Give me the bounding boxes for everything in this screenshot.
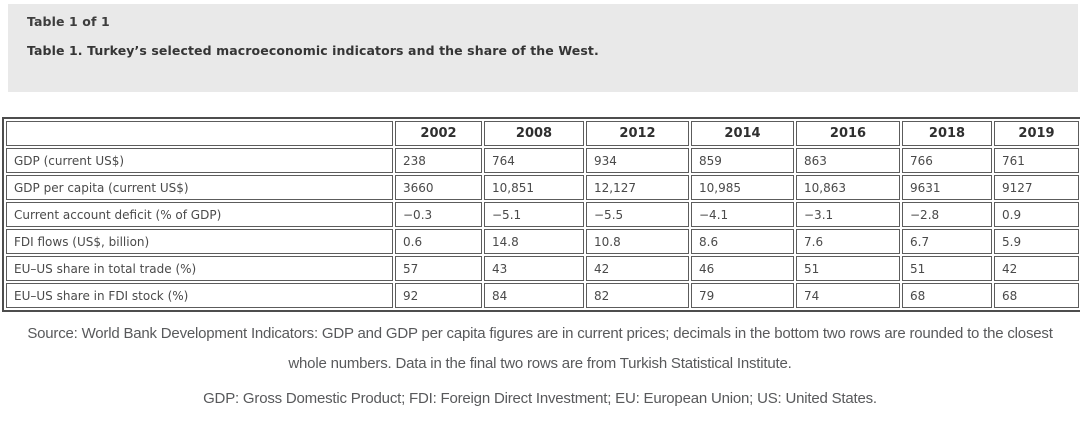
year-header-cell: 2019 [994, 121, 1079, 146]
row-label-cell: Current account deficit (% of GDP) [6, 202, 393, 227]
value-cell: 859 [691, 148, 794, 173]
value-cell: 74 [796, 283, 900, 308]
row-label-cell: EU–US share in total trade (%) [6, 256, 393, 281]
table-caption-band: Table 1 of 1 Table 1. Turkey’s selected … [8, 4, 1078, 92]
value-cell: 84 [484, 283, 584, 308]
value-cell: 12,127 [586, 175, 689, 200]
table-row: EU–US share in total trade (%) 57 43 42 46 51… [6, 256, 1079, 281]
value-cell: 10.8 [586, 229, 689, 254]
table-row: EU–US share in FDI stock (%) 92 84 82 79 74 68… [6, 283, 1079, 308]
year-header-cell: 2014 [691, 121, 794, 146]
row-label-cell: FDI flows (US$, billion) [6, 229, 393, 254]
value-cell: 10,863 [796, 175, 900, 200]
value-cell: 764 [484, 148, 584, 173]
value-cell: 82 [586, 283, 689, 308]
year-header-cell: 2016 [796, 121, 900, 146]
macroeconomic-indicators-table: 2002 2008 2012 2014 2016 2018 2019 GDP (curren… [2, 117, 1080, 312]
row-label-cell: EU–US share in FDI stock (%) [6, 283, 393, 308]
year-header-row: 2002 2008 2012 2014 2016 2018 2019 [6, 121, 1079, 146]
value-cell: 0.9 [994, 202, 1079, 227]
value-cell: 8.6 [691, 229, 794, 254]
value-cell: 10,985 [691, 175, 794, 200]
table-footnotes: Source: World Bank Development Indicator… [8, 319, 1072, 412]
value-cell: 57 [395, 256, 482, 281]
value-cell: −3.1 [796, 202, 900, 227]
value-cell: 43 [484, 256, 584, 281]
value-cell: −5.1 [484, 202, 584, 227]
year-header-cell: 2018 [902, 121, 992, 146]
year-header-cell: 2008 [484, 121, 584, 146]
year-header-cell: 2012 [586, 121, 689, 146]
value-cell: −0.3 [395, 202, 482, 227]
table-row: Current account deficit (% of GDP) −0.3 −5… [6, 202, 1079, 227]
table-row: FDI flows (US$, billion) 0.6 14.8 10.8 8.6 7.… [6, 229, 1079, 254]
table-title: Table 1. Turkey’s selected macroeconomic… [27, 43, 599, 58]
value-cell: 9127 [994, 175, 1079, 200]
row-label-cell: GDP (current US$) [6, 148, 393, 173]
source-note: Source: World Bank Development Indicator… [27, 325, 1053, 372]
table-row: GDP per capita (current US$) 3660 10,851 12… [6, 175, 1079, 200]
value-cell: 51 [902, 256, 992, 281]
corner-cell [6, 121, 393, 146]
value-cell: 0.6 [395, 229, 482, 254]
value-cell: 3660 [395, 175, 482, 200]
value-cell: 7.6 [796, 229, 900, 254]
value-cell: 42 [586, 256, 689, 281]
table-counter: Table 1 of 1 [27, 14, 110, 29]
table-header: 2002 2008 2012 2014 2016 2018 2019 [6, 121, 1079, 146]
value-cell: 51 [796, 256, 900, 281]
abbreviations-note: GDP: Gross Domestic Product; FDI: Foreig… [203, 390, 877, 407]
value-cell: −2.8 [902, 202, 992, 227]
value-cell: −4.1 [691, 202, 794, 227]
value-cell: 68 [994, 283, 1079, 308]
value-cell: 761 [994, 148, 1079, 173]
table-row: GDP (current US$) 238 764 934 859 863 766 761 [6, 148, 1079, 173]
table-body: GDP (current US$) 238 764 934 859 863 766 761 GD… [6, 148, 1079, 308]
year-header-cell: 2002 [395, 121, 482, 146]
value-cell: 92 [395, 283, 482, 308]
row-label-cell: GDP per capita (current US$) [6, 175, 393, 200]
value-cell: 10,851 [484, 175, 584, 200]
value-cell: 46 [691, 256, 794, 281]
value-cell: 863 [796, 148, 900, 173]
value-cell: 5.9 [994, 229, 1079, 254]
value-cell: 934 [586, 148, 689, 173]
value-cell: 42 [994, 256, 1079, 281]
value-cell: −5.5 [586, 202, 689, 227]
value-cell: 9631 [902, 175, 992, 200]
value-cell: 14.8 [484, 229, 584, 254]
value-cell: 68 [902, 283, 992, 308]
value-cell: 238 [395, 148, 482, 173]
value-cell: 6.7 [902, 229, 992, 254]
value-cell: 766 [902, 148, 992, 173]
value-cell: 79 [691, 283, 794, 308]
